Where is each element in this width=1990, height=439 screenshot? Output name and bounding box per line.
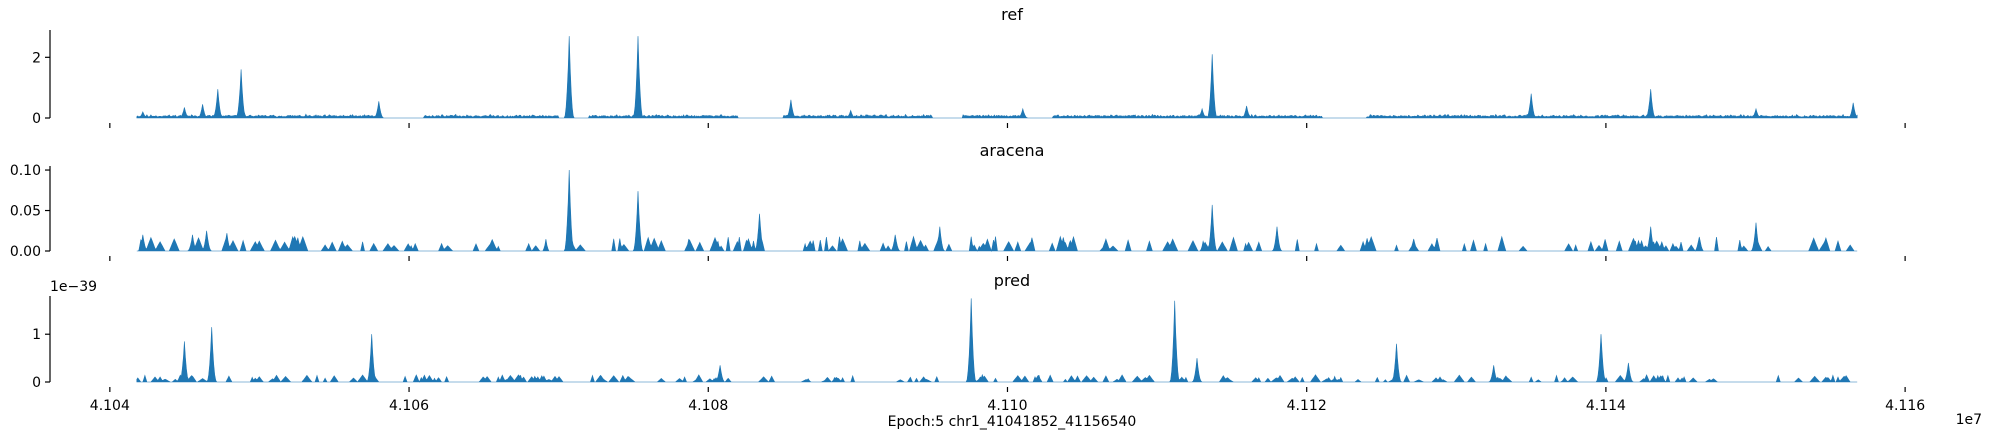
panel-aracena: aracena 0.00 0.05 0.10 — [10, 141, 1906, 261]
x-tick-label: 4.104 — [90, 398, 130, 414]
pred-offset-label: 1e−39 — [50, 279, 97, 295]
y-tick-label: 0 — [32, 375, 41, 391]
x-offset-label: 1e7 — [1956, 412, 1982, 428]
panel-ref: ref 0 2 — [32, 5, 1906, 128]
series-area — [136, 36, 1858, 119]
figure-xlabel: Epoch:5 chr1_41041852_41156540 — [888, 414, 1137, 430]
x-tick-label: 4.108 — [688, 398, 728, 414]
panel-pred: pred 0 1 4.104 4.106 4.108 4.110 4.112 4.114 4.11… — [32, 271, 1925, 414]
x-tick-label: 4.116 — [1885, 398, 1925, 414]
y-tick-label: 2 — [32, 50, 41, 66]
x-tick-label: 4.110 — [987, 398, 1027, 414]
panel-title: ref — [1001, 5, 1023, 24]
x-tick-label: 4.106 — [389, 398, 429, 414]
panel-title: pred — [994, 271, 1030, 290]
y-tick-label: 0.05 — [10, 204, 41, 220]
series-area — [136, 298, 1858, 383]
y-tick-label: 0.10 — [10, 163, 41, 179]
x-tick-label: 4.112 — [1287, 398, 1327, 414]
panel-title: aracena — [980, 141, 1045, 160]
y-tick-label: 0.00 — [10, 244, 41, 260]
y-tick-label: 1 — [32, 327, 41, 343]
series-area — [136, 169, 1858, 253]
x-tick-label: 4.114 — [1586, 398, 1626, 414]
y-tick-label: 0 — [32, 111, 41, 127]
